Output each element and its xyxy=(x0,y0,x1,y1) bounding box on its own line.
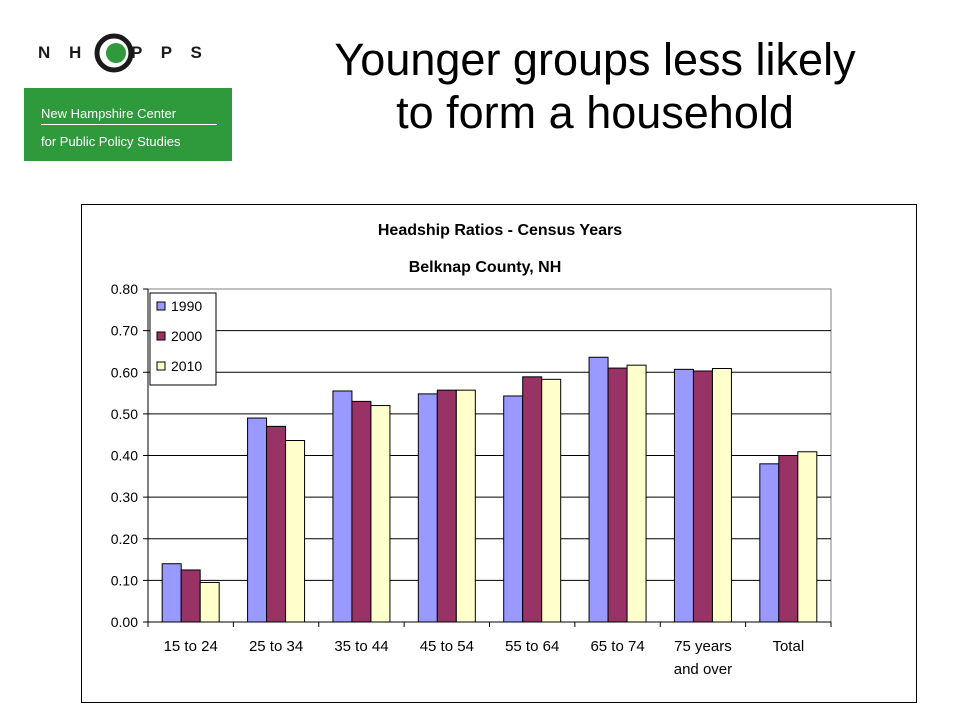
legend-swatch-2010 xyxy=(156,361,166,371)
x-tick-label: 15 to 24 xyxy=(164,638,218,655)
y-axis: 0.00 0.10 0.20 0.30 0.40 0.50 0.60 0.70 0.80 xyxy=(111,281,149,630)
bar-2010 xyxy=(370,405,391,623)
y-tick-label: 0.10 xyxy=(111,572,138,588)
bar-2000 xyxy=(266,425,287,623)
x-tick-label: 35 to 44 xyxy=(334,638,388,655)
y-tick-label: 0.30 xyxy=(111,489,138,505)
logo-circle-icon xyxy=(94,33,134,73)
nhcpps-logo: N H C P P S New Hampshire Center for Pub… xyxy=(24,16,232,161)
legend: 1990 2000 2010 xyxy=(149,292,217,386)
bar-1990 xyxy=(417,393,438,623)
bar-2010 xyxy=(711,368,732,623)
x-tick-label: 65 to 74 xyxy=(590,638,644,655)
x-tick-label: 55 to 64 xyxy=(505,638,559,655)
legend-swatch-2000 xyxy=(156,331,166,341)
bar-2000 xyxy=(778,455,799,623)
y-tick-label: 0.50 xyxy=(111,406,138,422)
bar-2000 xyxy=(436,389,457,623)
x-tick-label: 75 years xyxy=(674,638,732,655)
bar-1990 xyxy=(247,417,268,623)
bar-1990 xyxy=(503,395,524,623)
headship-bar-chart: Headship Ratios - Census Years Belknap C… xyxy=(111,222,832,678)
chart-title: Headship Ratios - Census Years xyxy=(378,222,622,239)
chart-frame: Headship Ratios - Census Years Belknap C… xyxy=(81,204,917,703)
bars xyxy=(161,356,818,623)
bar-2000 xyxy=(607,367,628,623)
bar-2010 xyxy=(285,440,306,623)
bar-2010 xyxy=(541,378,562,623)
x-axis: 15 to 24 25 to 34 35 to 44 45 to 54 55 to 64… xyxy=(147,621,832,678)
x-tick-label: 25 to 34 xyxy=(249,638,303,655)
legend-label-2010: 2010 xyxy=(171,358,202,374)
bar-1990 xyxy=(332,390,353,623)
y-tick-label: 0.00 xyxy=(111,614,138,630)
y-tick-label: 0.70 xyxy=(111,323,138,339)
x-tick-label: 45 to 54 xyxy=(420,638,474,655)
bar-1990 xyxy=(759,463,780,623)
x-tick-label: Total xyxy=(772,638,804,655)
legend-swatch-1990 xyxy=(156,301,166,311)
logo-letter-band: N H C P P S xyxy=(24,16,232,88)
bar-2000 xyxy=(351,400,372,623)
bar-2010 xyxy=(455,389,476,623)
bar-1990 xyxy=(673,368,694,623)
page-title: Younger groups less likely to form a hou… xyxy=(250,33,940,139)
y-tick-label: 0.80 xyxy=(111,281,138,297)
page-title-line-1: Younger groups less likely xyxy=(334,34,856,85)
bar-1990 xyxy=(161,563,182,623)
y-tick-label: 0.40 xyxy=(111,448,138,464)
bar-2010 xyxy=(797,451,818,623)
logo-divider xyxy=(41,124,217,125)
logo-line-1: New Hampshire Center xyxy=(41,106,177,121)
bar-2010 xyxy=(199,581,220,623)
bar-2000 xyxy=(522,376,543,623)
bar-1990 xyxy=(588,356,609,623)
legend-label-2000: 2000 xyxy=(171,328,202,344)
bar-2000 xyxy=(180,569,201,623)
y-tick-label: 0.60 xyxy=(111,364,138,380)
bar-2000 xyxy=(692,370,713,623)
chart-subtitle: Belknap County, NH xyxy=(409,259,562,276)
page-title-line-2: to form a household xyxy=(396,87,794,138)
y-tick-label: 0.20 xyxy=(111,531,138,547)
legend-label-1990: 1990 xyxy=(171,298,202,314)
bar-2010 xyxy=(626,364,647,623)
x-tick-label: and over xyxy=(674,661,732,678)
logo-line-2: for Public Policy Studies xyxy=(41,134,181,149)
